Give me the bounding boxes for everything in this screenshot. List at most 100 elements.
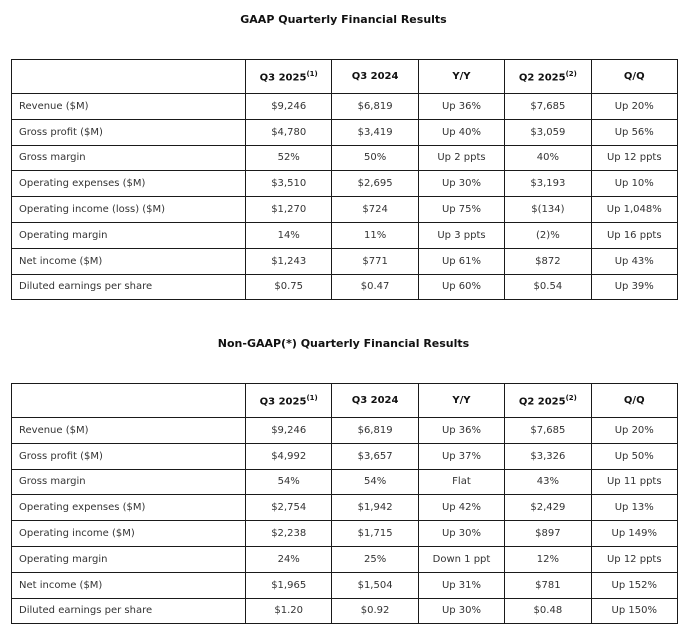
table-cell: Up 1,048%	[590, 196, 678, 223]
column-header: Q/Q	[590, 383, 678, 418]
row-label: Gross margin	[11, 468, 246, 496]
table-cell: Up 30%	[417, 170, 506, 198]
table-cell: Up 42%	[417, 494, 506, 522]
row-label: Revenue ($M)	[11, 93, 246, 120]
row-label: Gross margin	[11, 144, 246, 172]
table-cell: 25%	[331, 545, 419, 573]
table-cell: Flat	[417, 468, 506, 496]
table-cell: (2)%	[504, 221, 592, 249]
table-cell: Up 36%	[417, 93, 506, 120]
column-header: Q3 2024	[331, 383, 419, 418]
row-label: Net income ($M)	[11, 571, 246, 599]
header-row: Q3 2025(1) Q3 2024 Y/Y Q2 2025(2) Q/Q	[11, 383, 678, 418]
table-row: Operating margin 24% 25% Down 1 ppt 12% Up 12…	[11, 545, 678, 573]
table-cell: $3,510	[244, 170, 333, 198]
table-cell: Up 149%	[590, 520, 678, 547]
table-cell: $2,754	[244, 494, 333, 522]
column-header-label: Q3 2025	[259, 396, 307, 408]
table-cell: 11%	[331, 221, 419, 249]
table-cell: Up 31%	[417, 571, 506, 599]
table-cell: $771	[331, 247, 419, 275]
row-label: Operating income ($M)	[11, 520, 246, 547]
table-cell: Up 30%	[417, 597, 506, 624]
table-row: Revenue ($M) $9,246 $6,819 Up 36% $7,685 Up 2…	[11, 93, 678, 120]
table-cell: Up 152%	[590, 571, 678, 599]
table-cell: Up 39%	[590, 273, 678, 301]
table-cell: 14%	[244, 221, 333, 249]
table-row: Gross margin 52% 50% Up 2 ppts 40% Up 12 ppts	[11, 144, 678, 172]
table-cell: $2,238	[244, 520, 333, 547]
table-cell: $1,942	[331, 494, 419, 522]
table-cell: $1.20	[244, 597, 333, 624]
table-cell: $0.75	[244, 273, 333, 301]
table-cell: Up 75%	[417, 196, 506, 223]
row-label: Gross profit ($M)	[11, 442, 246, 470]
row-label: Operating expenses ($M)	[11, 494, 246, 522]
column-header-label: Q3 2024	[351, 71, 399, 82]
table-row: Operating income (loss) ($M) $1,270 $724 Up…	[11, 196, 678, 223]
column-header-label: Q2 2025	[518, 396, 566, 408]
column-header-label: Y/Y	[452, 395, 471, 406]
table-cell: $1,715	[331, 520, 419, 547]
footnote-marker: (2)	[565, 69, 577, 78]
table-cell: $3,657	[331, 442, 419, 470]
table-cell: $781	[504, 571, 592, 599]
footnote-marker: (1)	[306, 393, 318, 402]
table-cell: 40%	[504, 144, 592, 172]
footnote-marker: (1)	[306, 69, 318, 78]
table-row: Operating margin 14% 11% Up 3 ppts (2)% Up 16…	[11, 221, 678, 249]
table-cell: Up 11 ppts	[590, 468, 678, 496]
column-header-label: Q3 2024	[351, 395, 399, 406]
table-row: Net income ($M) $1,243 $771 Up 61% $872 Up 43…	[11, 247, 678, 275]
table-cell: Up 36%	[417, 417, 506, 444]
row-label: Revenue ($M)	[11, 417, 246, 444]
column-header-label: Q/Q	[623, 395, 645, 406]
table-cell: $9,246	[244, 417, 333, 444]
row-label: Net income ($M)	[11, 247, 246, 275]
table-cell: $6,819	[331, 93, 419, 120]
gaap-results-table: Q3 2025(1) Q3 2024 Y/Y Q2 2025(2) Q/Q Revenue…	[11, 59, 678, 301]
column-header: Y/Y	[417, 59, 506, 94]
row-label: Diluted earnings per share	[11, 273, 246, 301]
table-row: Diluted earnings per share $0.75 $0.47 Up 6…	[11, 273, 678, 301]
column-header-label: Y/Y	[452, 71, 471, 82]
table-cell: Up 30%	[417, 520, 506, 547]
table-cell: Up 10%	[590, 170, 678, 198]
table-cell: Up 40%	[417, 118, 506, 146]
row-label: Operating income (loss) ($M)	[11, 196, 246, 223]
table-cell: $1,243	[244, 247, 333, 275]
table-cell: 43%	[504, 468, 592, 496]
row-label: Operating margin	[11, 221, 246, 249]
table-cell: Up 20%	[590, 93, 678, 120]
column-header: Q3 2025(1)	[244, 59, 333, 94]
table-cell: Up 61%	[417, 247, 506, 275]
table-cell: $724	[331, 196, 419, 223]
table-cell: Up 20%	[590, 417, 678, 444]
column-header-label: Q/Q	[623, 71, 645, 82]
table-cell: 52%	[244, 144, 333, 172]
table-cell: $9,246	[244, 93, 333, 120]
row-label: Gross profit ($M)	[11, 118, 246, 146]
table-cell: $3,419	[331, 118, 419, 146]
table-cell: Up 12 ppts	[590, 144, 678, 172]
table-cell: 54%	[331, 468, 419, 496]
table-cell: Up 3 ppts	[417, 221, 506, 249]
table-cell: Up 50%	[590, 442, 678, 470]
table-row: Operating income ($M) $2,238 $1,715 Up 30% $…	[11, 520, 678, 547]
table-cell: $4,780	[244, 118, 333, 146]
table-row: Revenue ($M) $9,246 $6,819 Up 36% $7,685 Up 2…	[11, 417, 678, 444]
column-header: Q/Q	[590, 59, 678, 94]
non-gaap-table-title: Non-GAAP(*) Quarterly Financial Results	[217, 337, 470, 350]
row-label: Operating margin	[11, 545, 246, 573]
table-cell: $(134)	[504, 196, 592, 223]
header-row: Q3 2025(1) Q3 2024 Y/Y Q2 2025(2) Q/Q	[11, 59, 678, 94]
column-header-label: Q3 2025	[259, 72, 307, 84]
column-header: Q2 2025(2)	[504, 383, 592, 418]
table-cell: Up 56%	[590, 118, 678, 146]
table-cell: Up 37%	[417, 442, 506, 470]
table-cell: $2,429	[504, 494, 592, 522]
table-cell: Up 12 ppts	[590, 545, 678, 573]
table-cell: 50%	[331, 144, 419, 172]
column-header: Q3 2025(1)	[244, 383, 333, 418]
table-cell: $3,326	[504, 442, 592, 470]
